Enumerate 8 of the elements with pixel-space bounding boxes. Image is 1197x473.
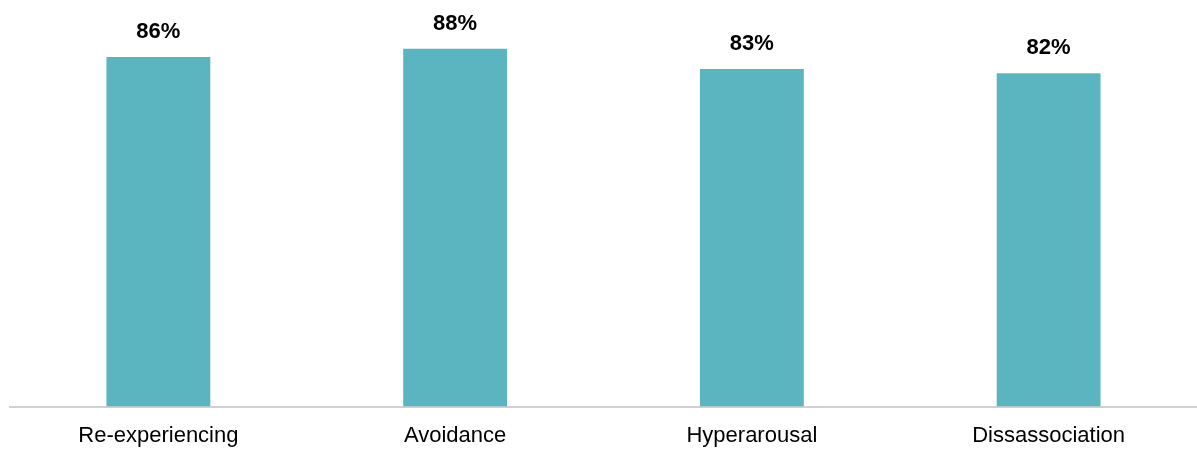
data-label: 86% — [136, 17, 181, 43]
x-tick-label: Dissassociation — [972, 421, 1126, 447]
x-tick-label: Hyperarousal — [686, 421, 818, 447]
data-label: 88% — [433, 9, 478, 35]
x-tick-label: Avoidance — [403, 421, 507, 447]
data-label: 82% — [1026, 34, 1071, 60]
data-label: 83% — [729, 30, 774, 56]
x-tick-label: Re-experiencing — [78, 421, 239, 447]
